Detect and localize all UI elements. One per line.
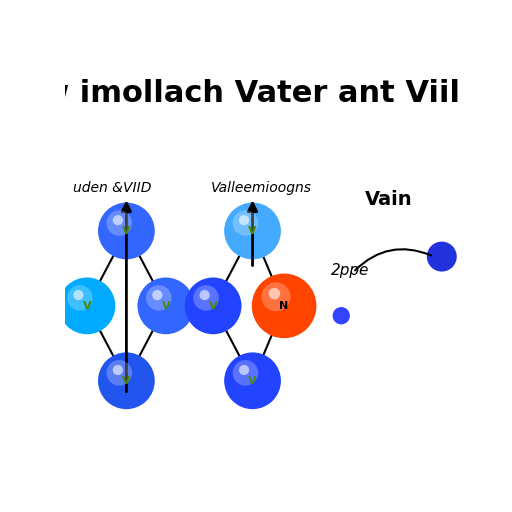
Text: V: V xyxy=(122,226,131,236)
Text: Valleemioogns: Valleemioogns xyxy=(211,181,312,195)
Circle shape xyxy=(193,285,219,311)
Circle shape xyxy=(67,285,93,311)
Circle shape xyxy=(239,215,249,225)
Circle shape xyxy=(113,365,123,375)
Circle shape xyxy=(146,285,172,311)
Circle shape xyxy=(224,203,281,260)
Text: V: V xyxy=(122,376,131,386)
Circle shape xyxy=(262,282,290,311)
Circle shape xyxy=(232,210,258,236)
Circle shape xyxy=(73,290,83,300)
Text: 2ppe: 2ppe xyxy=(331,263,370,278)
Text: V: V xyxy=(82,301,91,311)
Text: V: V xyxy=(161,301,170,311)
Text: w imollach Vater ant Viil: w imollach Vater ant Viil xyxy=(41,79,460,108)
Circle shape xyxy=(98,352,155,409)
Circle shape xyxy=(269,288,280,300)
Text: uden &VIID: uden &VIID xyxy=(73,181,152,195)
Circle shape xyxy=(427,242,457,271)
Circle shape xyxy=(333,307,350,325)
Circle shape xyxy=(58,278,115,334)
Text: V: V xyxy=(248,226,257,236)
Circle shape xyxy=(106,210,132,236)
Circle shape xyxy=(113,215,123,225)
Text: Vain: Vain xyxy=(365,190,413,209)
Circle shape xyxy=(152,290,162,300)
Circle shape xyxy=(98,203,155,260)
Text: V: V xyxy=(209,301,218,311)
Circle shape xyxy=(252,273,316,338)
Circle shape xyxy=(239,365,249,375)
Text: N: N xyxy=(280,301,289,311)
Circle shape xyxy=(185,278,242,334)
Circle shape xyxy=(232,360,258,386)
Circle shape xyxy=(137,278,194,334)
Text: V: V xyxy=(248,376,257,386)
Circle shape xyxy=(106,360,132,386)
Circle shape xyxy=(224,352,281,409)
Circle shape xyxy=(200,290,210,300)
